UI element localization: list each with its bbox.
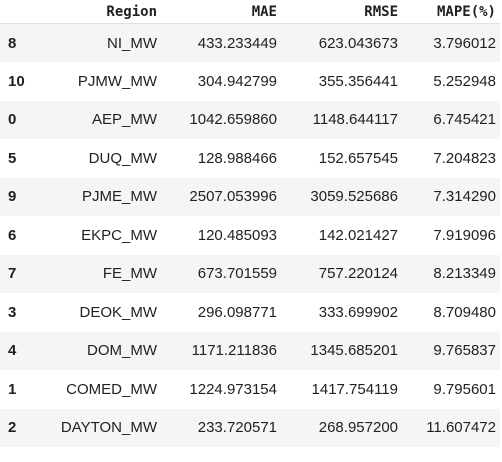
mae-cell: 1171.211836 — [191, 342, 277, 360]
mae-cell: 433.233449 — [197, 34, 277, 52]
row-index: 2 — [8, 419, 17, 437]
rmse-cell: 355.356441 — [318, 72, 398, 90]
region-cell: DAYTON_MW — [60, 419, 157, 437]
region-cell: COMED_MW — [66, 380, 157, 398]
mae-cell: 128.988466 — [197, 149, 277, 167]
table-row: 1 COMED_MW 1224.973154 1417.754119 9.795… — [0, 370, 500, 409]
rmse-cell: 3059.525686 — [310, 188, 398, 206]
mape-cell: 8.213349 — [433, 265, 496, 283]
table-row: 0 AEP_MW 1042.659860 1148.644117 6.74542… — [0, 100, 500, 139]
rmse-cell: 1417.754119 — [311, 380, 398, 398]
region-cell: PJME_MW — [82, 188, 157, 206]
mae-cell: 120.485093 — [197, 226, 277, 244]
column-header-mae: MAE — [161, 0, 281, 24]
dataframe-table: Region MAE RMSE MAPE(%) 8 NI_MW 433.2334… — [0, 0, 500, 447]
index-column-header — [0, 0, 38, 24]
table-row: 9 PJME_MW 2507.053996 3059.525686 7.3142… — [0, 177, 500, 216]
table-row: 10 PJMW_MW 304.942799 355.356441 5.25294… — [0, 62, 500, 101]
rmse-cell: 1345.685201 — [310, 342, 398, 360]
column-header-mape: MAPE(%) — [402, 0, 500, 24]
rmse-cell: 623.043673 — [318, 34, 398, 52]
row-index: 4 — [8, 342, 17, 360]
mape-cell: 7.204823 — [433, 149, 496, 167]
rmse-cell: 268.957200 — [318, 419, 398, 437]
row-index: 9 — [8, 188, 17, 206]
table-header: Region MAE RMSE MAPE(%) — [0, 0, 500, 24]
mae-cell: 673.701559 — [197, 265, 277, 283]
mape-cell: 7.314290 — [433, 188, 496, 206]
mae-cell: 304.942799 — [197, 72, 277, 90]
region-cell: DUQ_MW — [88, 149, 157, 167]
mape-cell: 11.607472 — [426, 419, 496, 437]
region-cell: EKPC_MW — [81, 226, 157, 244]
table-row: 5 DUQ_MW 128.988466 152.657545 7.204823 — [0, 139, 500, 178]
row-index: 8 — [8, 34, 17, 52]
row-index: 5 — [8, 149, 17, 167]
region-cell: DOM_MW — [87, 342, 157, 360]
mae-cell: 2507.053996 — [189, 188, 277, 206]
row-index: 10 — [8, 72, 25, 90]
rmse-cell: 142.021427 — [318, 226, 398, 244]
mae-cell: 1042.659860 — [189, 111, 277, 129]
region-cell: DEOK_MW — [79, 303, 157, 321]
mape-cell: 9.765837 — [433, 342, 496, 360]
table-row: 4 DOM_MW 1171.211836 1345.685201 9.76583… — [0, 331, 500, 370]
mape-cell: 3.796012 — [433, 34, 496, 52]
mae-cell: 1224.973154 — [189, 380, 277, 398]
mape-cell: 9.795601 — [433, 380, 496, 398]
mae-cell: 296.098771 — [197, 303, 277, 321]
column-header-rmse: RMSE — [281, 0, 402, 24]
rmse-cell: 333.699902 — [318, 303, 398, 321]
region-cell: AEP_MW — [91, 111, 157, 129]
row-index: 3 — [8, 303, 17, 321]
mae-cell: 233.720571 — [197, 419, 277, 437]
region-cell: PJMW_MW — [77, 72, 157, 90]
mape-cell: 5.252948 — [433, 72, 496, 90]
table-row: 7 FE_MW 673.701559 757.220124 8.213349 — [0, 254, 500, 293]
table-row: 3 DEOK_MW 296.098771 333.699902 8.709480 — [0, 293, 500, 332]
mape-cell: 8.709480 — [433, 303, 496, 321]
column-header-region: Region — [38, 0, 161, 24]
mape-cell: 6.745421 — [433, 111, 496, 129]
rmse-cell: 757.220124 — [318, 265, 398, 283]
table-row: 8 NI_MW 433.233449 623.043673 3.796012 — [0, 23, 500, 62]
header-row: Region MAE RMSE MAPE(%) — [0, 0, 500, 24]
table-row: 2 DAYTON_MW 233.720571 268.957200 11.607… — [0, 408, 500, 447]
rmse-cell: 152.657545 — [318, 149, 398, 167]
table-row: 6 EKPC_MW 120.485093 142.021427 7.919096 — [0, 216, 500, 255]
row-index: 7 — [8, 265, 17, 283]
row-index: 1 — [8, 380, 17, 398]
mape-cell: 7.919096 — [433, 226, 496, 244]
rmse-cell: 1148.644117 — [312, 111, 398, 129]
row-index: 0 — [8, 111, 17, 129]
region-cell: FE_MW — [102, 265, 157, 283]
table-body: 8 NI_MW 433.233449 623.043673 3.796012 1… — [0, 23, 500, 447]
region-cell: NI_MW — [107, 34, 157, 52]
row-index: 6 — [8, 226, 17, 244]
